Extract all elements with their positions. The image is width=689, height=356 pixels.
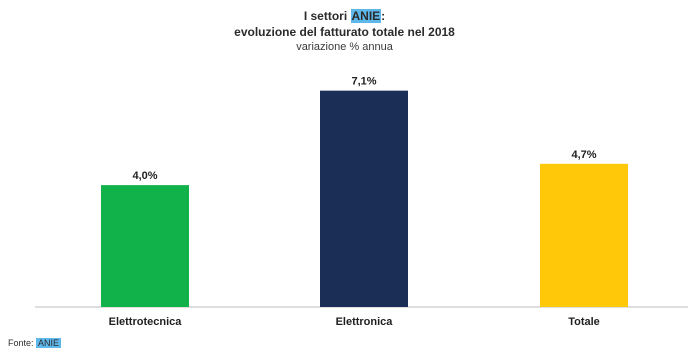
data-label-totale: 4,7% bbox=[571, 149, 596, 161]
title-prefix: I settori bbox=[303, 9, 351, 23]
data-label-elettrotecnica: 4,0% bbox=[132, 170, 157, 182]
source-prefix: Fonte: bbox=[8, 338, 37, 348]
category-label-elettrotecnica: Elettrotecnica bbox=[109, 316, 183, 328]
source-note: Fonte: ANIE bbox=[8, 338, 62, 348]
title-highlight: ANIE bbox=[350, 9, 382, 23]
bar-elettronica bbox=[320, 90, 408, 308]
chart-title: I settori ANIE: bbox=[0, 8, 689, 24]
chart-subtitle: variazione % annua bbox=[296, 41, 393, 53]
title-suffix: : bbox=[381, 9, 386, 23]
category-label-totale: Totale bbox=[568, 316, 600, 328]
category-label-elettronica: Elettronica bbox=[336, 316, 394, 328]
chart-title-block: I settori ANIE: evoluzione del fatturato… bbox=[0, 8, 689, 55]
data-label-elettronica: 7,1% bbox=[351, 76, 376, 88]
source-highlight: ANIE bbox=[36, 338, 62, 348]
bar-totale bbox=[540, 163, 628, 307]
chart-title-line2: evoluzione del fatturato totale nel 2018 bbox=[234, 25, 455, 39]
bar-elettrotecnica bbox=[101, 185, 189, 307]
